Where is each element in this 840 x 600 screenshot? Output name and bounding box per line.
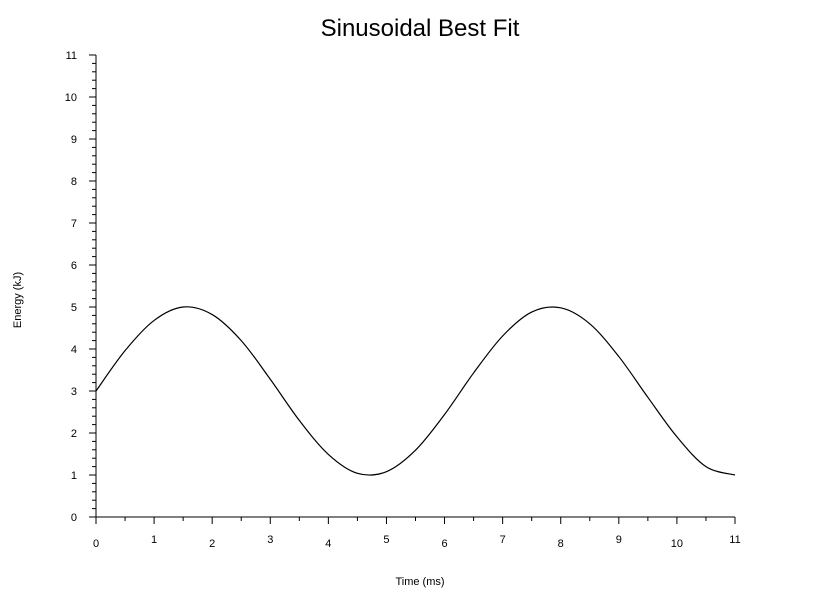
x-tick-label: 6 <box>441 538 447 550</box>
x-tick-label: 7 <box>500 534 506 546</box>
y-tick-label: 7 <box>71 218 77 230</box>
x-tick-label: 0 <box>93 538 99 550</box>
y-tick-label: 1 <box>71 470 77 482</box>
x-tick-label: 2 <box>209 538 215 550</box>
y-tick-label: 8 <box>71 176 77 188</box>
x-axis-label-text: Time (ms) <box>395 576 445 588</box>
y-tick-label: 0 <box>71 512 77 524</box>
x-tick-label: 1 <box>151 534 157 546</box>
y-tick-label: 9 <box>71 134 77 146</box>
y-tick-label: 11 <box>66 50 77 62</box>
y-tick-label: 3 <box>71 386 77 398</box>
series-line-1 <box>95 306 736 476</box>
y-tick-label: 4 <box>71 344 77 356</box>
x-tick-label: 10 <box>671 538 683 550</box>
x-tick-label: 9 <box>616 534 622 546</box>
x-tick-label: 3 <box>267 534 273 546</box>
y-tick-label: 6 <box>71 260 77 272</box>
x-tick-label: 4 <box>325 538 331 550</box>
y-tick-label: 5 <box>71 302 77 314</box>
y-tick-label: 10 <box>65 92 77 104</box>
x-tick-label: 5 <box>383 534 389 546</box>
x-axis-label: Time (ms) <box>0 576 840 588</box>
y-tick-label: 2 <box>71 428 77 440</box>
y-axis-label: Energy (kJ) <box>12 271 24 329</box>
x-tick-label: 8 <box>558 538 564 550</box>
chart-title: Sinusoidal Best Fit <box>320 15 520 42</box>
x-tick-label: 11 <box>729 534 740 546</box>
